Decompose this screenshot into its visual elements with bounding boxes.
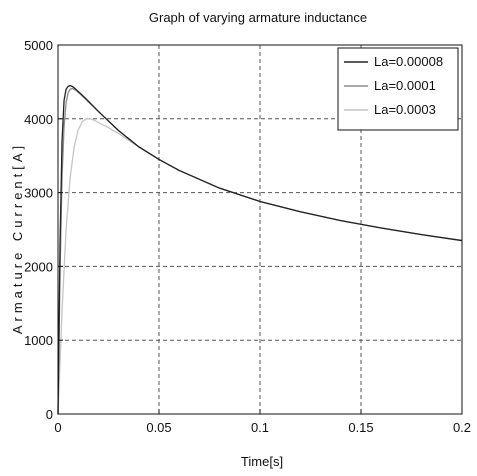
x-axis-label: Time[s] — [241, 454, 283, 469]
legend-label: La=0.00008 — [374, 54, 443, 69]
y-tick-label: 5000 — [24, 38, 53, 53]
y-tick-label: 0 — [46, 407, 53, 422]
axis-ticks: 0 0.05 0.1 0.15 0.2 0 1000 2000 3000 4000 5000 — [24, 38, 471, 435]
series-line — [57, 84, 463, 415]
x-tick-label: 0.05 — [146, 420, 171, 435]
x-tick-label: 0.2 — [453, 420, 471, 435]
legend: La=0.00008 La=0.0001 La=0.0003 — [337, 47, 459, 131]
x-tick-label: 0.15 — [348, 420, 373, 435]
legend-label: La=0.0001 — [374, 78, 436, 93]
x-tick-label: 0.1 — [251, 420, 269, 435]
chart-title: Graph of varying armature inductance — [149, 10, 367, 25]
y-tick-label: 4000 — [24, 112, 53, 127]
y-axis-label: Armature Current[A] — [10, 142, 25, 334]
y-tick-label: 2000 — [24, 259, 53, 274]
series-lines — [57, 84, 463, 415]
x-tick-label: 0 — [54, 420, 61, 435]
y-tick-label: 1000 — [24, 333, 53, 348]
y-tick-label: 3000 — [24, 186, 53, 201]
legend-label: La=0.0003 — [374, 102, 436, 117]
